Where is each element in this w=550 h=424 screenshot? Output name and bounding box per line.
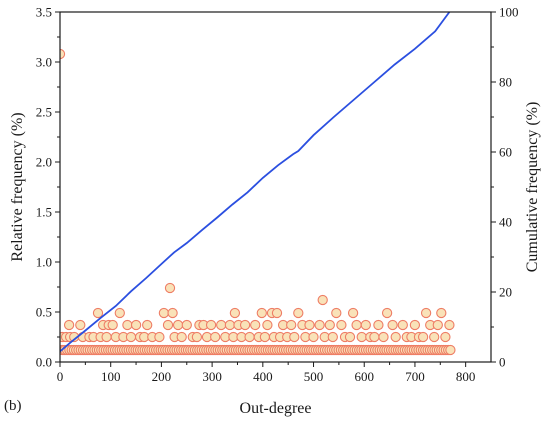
- scatter-point: [324, 319, 335, 331]
- scatter-point: [444, 319, 455, 331]
- scatter-point: [181, 319, 192, 331]
- y-right-tick-label: 20: [499, 285, 512, 300]
- x-tick-label: 200: [152, 369, 172, 384]
- y-left-tick-label: 0.5: [36, 305, 52, 320]
- y-right-tick-label: 80: [499, 75, 512, 90]
- scatter-point: [216, 319, 227, 331]
- scatter-point: [445, 344, 456, 356]
- scatter-point: [387, 319, 398, 331]
- scatter-point: [259, 331, 271, 343]
- plot-area: [60, 11, 456, 356]
- scatter-point: [125, 331, 137, 343]
- scatter-point: [229, 307, 241, 319]
- scatter-point: [390, 331, 401, 343]
- scatter-point: [172, 319, 184, 331]
- scatter-point: [436, 307, 447, 319]
- scatter-point: [63, 319, 75, 331]
- scatter-point: [369, 331, 380, 343]
- scatter-point: [289, 331, 300, 343]
- scatter-point: [336, 319, 347, 331]
- scatter-point: [142, 319, 153, 331]
- scatter-point: [397, 319, 408, 331]
- x-tick-label: 0: [57, 369, 64, 384]
- scatter-point: [250, 319, 261, 331]
- scatter-point: [210, 331, 221, 343]
- y-axis-left-title: Relative frequency (%): [9, 112, 26, 261]
- scatter-point: [429, 331, 440, 343]
- scatter-point: [107, 319, 118, 331]
- y-left-tick-label: 3.5: [36, 5, 52, 20]
- scatter-point: [239, 319, 251, 331]
- x-tick-label: 100: [101, 369, 121, 384]
- scatter-point: [417, 331, 429, 343]
- scatter-point: [154, 331, 165, 343]
- x-tick-label: 700: [405, 369, 425, 384]
- scatter-point: [205, 319, 217, 331]
- scatter-point: [122, 319, 133, 331]
- scatter-point: [360, 319, 371, 331]
- scatter-point: [75, 319, 86, 331]
- scatter-point: [162, 319, 174, 331]
- y-axis-right-title: Cumulative frequency (%): [524, 102, 541, 273]
- scatter-point: [409, 319, 421, 331]
- scatter-point: [378, 331, 389, 343]
- scatter-point: [347, 307, 359, 319]
- scatter-point: [244, 331, 255, 343]
- axis-ticks: 0 100 200 300 400 500 600 700 8000.00.51.01.52.0…: [36, 5, 519, 385]
- scatter-point: [114, 307, 125, 319]
- scatter-point: [317, 294, 328, 306]
- x-tick-label: 800: [456, 369, 476, 384]
- scatter-point: [293, 307, 304, 319]
- scatter-point: [191, 331, 203, 343]
- scatter-point: [327, 331, 338, 343]
- panel-label: (b): [4, 398, 22, 414]
- scatter-point: [420, 307, 432, 319]
- x-tick-label: 500: [304, 369, 324, 384]
- scatter-point: [262, 319, 273, 331]
- scatter-point: [440, 331, 451, 343]
- cumulative-line: [60, 11, 451, 353]
- scatter-point: [224, 319, 236, 331]
- scatter-point: [351, 319, 362, 331]
- scatter-point: [286, 319, 297, 331]
- y-right-tick-label: 0: [499, 355, 506, 370]
- y-left-tick-label: 0.0: [36, 355, 52, 370]
- x-tick-label: 600: [354, 369, 374, 384]
- y-left-tick-label: 3.0: [36, 55, 52, 70]
- scatter-point: [130, 319, 142, 331]
- scatter-point: [432, 319, 443, 331]
- scatter-point: [271, 307, 283, 319]
- scatter-point: [101, 331, 112, 343]
- scatter-point: [308, 331, 319, 343]
- scatter-point: [373, 319, 384, 331]
- scatter-point: [356, 331, 367, 343]
- scatter-point: [381, 307, 393, 319]
- scatter-point: [344, 331, 356, 343]
- scatter-point: [304, 319, 315, 331]
- scatter-point: [158, 307, 170, 319]
- y-left-tick-label: 2.5: [36, 105, 52, 120]
- x-tick-label: 300: [202, 369, 222, 384]
- y-left-tick-label: 2.0: [36, 155, 52, 170]
- scatter-point: [314, 319, 325, 331]
- y-right-tick-label: 40: [499, 215, 512, 230]
- y-left-tick-label: 1.5: [36, 205, 52, 220]
- scatter-point: [164, 282, 176, 294]
- y-left-tick-label: 1.0: [36, 255, 52, 270]
- scatter-point: [167, 307, 178, 319]
- scatter-point: [331, 307, 342, 319]
- y-right-tick-label: 100: [499, 5, 519, 20]
- scatter-point: [92, 307, 104, 319]
- x-axis-title: Out-degree: [240, 400, 312, 417]
- y-right-tick-label: 60: [499, 145, 512, 160]
- scatter-point: [256, 307, 267, 319]
- x-tick-label: 400: [253, 369, 273, 384]
- scatter-point: [176, 331, 187, 343]
